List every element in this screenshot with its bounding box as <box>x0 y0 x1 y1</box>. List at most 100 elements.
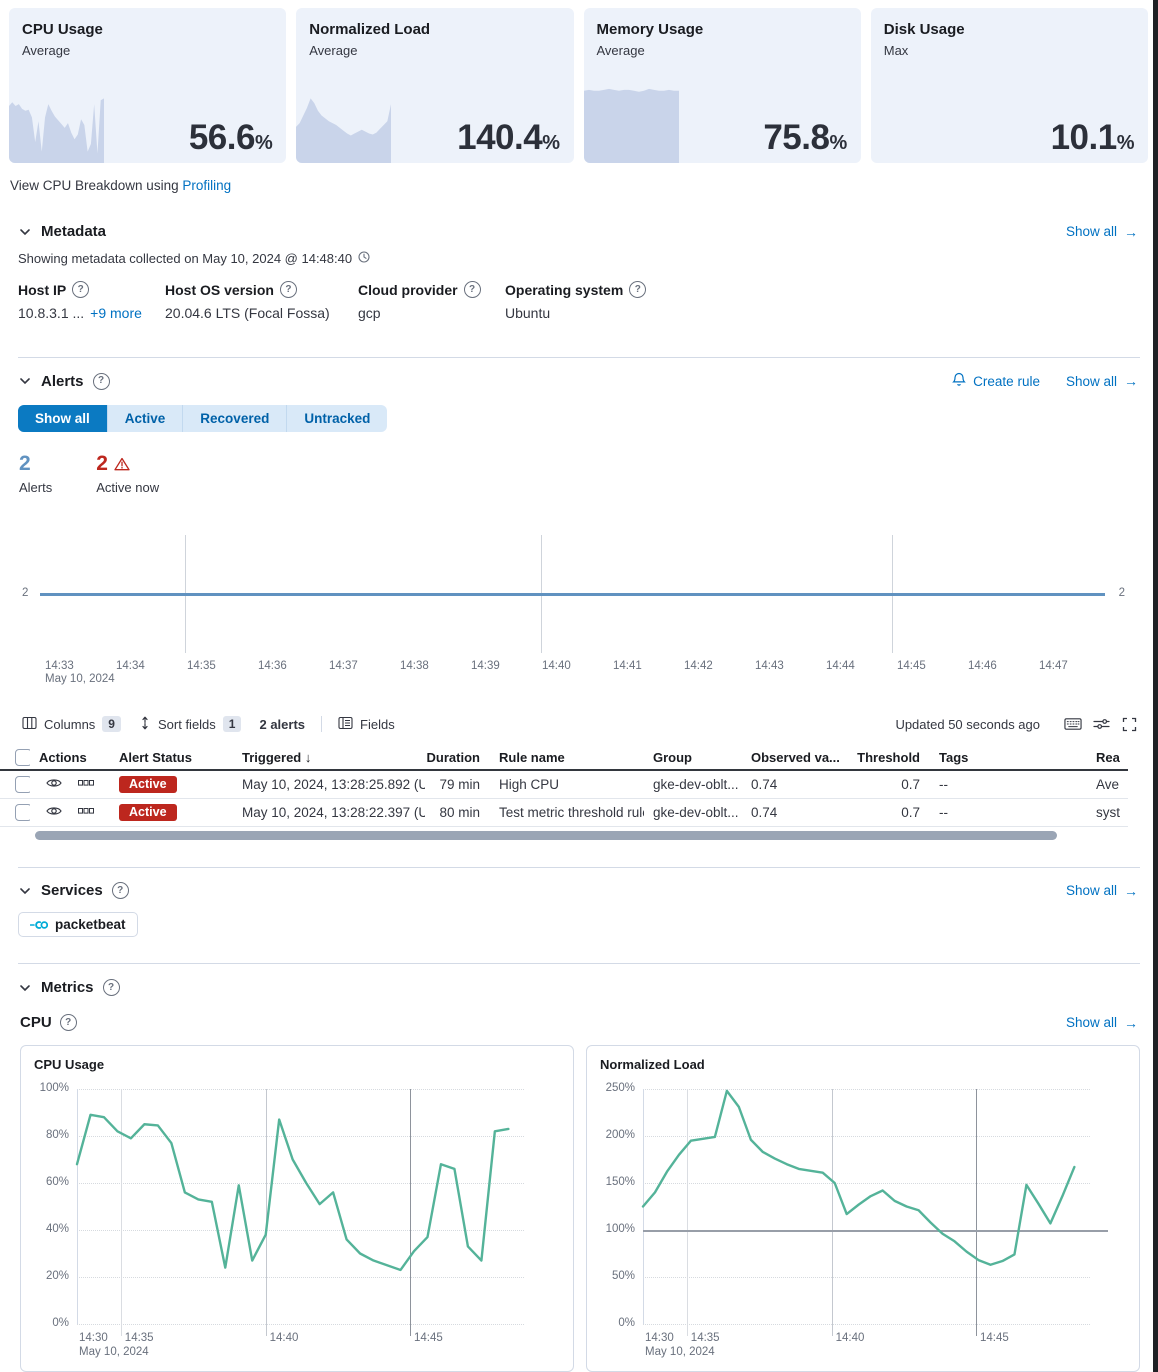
kpi-card-subtitle: Average <box>309 43 358 58</box>
y-axis-label-right: 2 <box>1118 587 1125 599</box>
create-rule-link[interactable]: Create rule <box>952 372 1040 390</box>
x-tick-label: 14:42 <box>684 660 713 672</box>
fullscreen-icon[interactable] <box>1120 715 1138 733</box>
alerts-tab-active[interactable]: Active <box>108 405 184 432</box>
services-section-header: Services ? Show all → <box>18 882 1138 899</box>
cpu-show-all-link[interactable]: Show all → <box>1065 1014 1138 1031</box>
metadata-field-value: Ubuntu <box>505 305 551 321</box>
kpi-card-disk-usage[interactable]: Disk Usage Max 10.1% <box>870 8 1148 163</box>
y-tick-label: 100% <box>605 1223 635 1235</box>
help-icon[interactable]: ? <box>59 1014 77 1031</box>
profiling-link[interactable]: Profiling <box>182 178 232 193</box>
help-icon[interactable]: ? <box>629 281 647 298</box>
metadata-field-label: Host IP? <box>18 281 165 298</box>
stat-label: Alerts <box>19 480 53 495</box>
alert-status-badge: Active <box>119 803 177 822</box>
kpi-card-memory-usage[interactable]: Memory Usage Average 75.8% <box>583 8 861 163</box>
x-tick-label: 14:36 <box>258 660 287 672</box>
cell-triggered: May 10, 2024, 13:28:22.397 (U <box>242 805 425 820</box>
fields-button[interactable]: Fields <box>338 716 395 733</box>
go-agent-icon <box>30 920 48 929</box>
alert-count-line <box>40 593 1105 596</box>
chevron-down-icon[interactable] <box>18 884 32 898</box>
cell-tags: -- <box>939 777 948 792</box>
alerts-title: Alerts <box>41 372 84 390</box>
help-icon[interactable]: ? <box>72 281 90 298</box>
display-options-icon[interactable] <box>1092 715 1110 733</box>
sort-count-badge: 1 <box>222 716 242 732</box>
columns-icon <box>22 716 37 733</box>
h-gridline <box>77 1089 524 1090</box>
arrow-right-icon: → <box>1124 223 1138 240</box>
kpi-value: 56.6% <box>188 118 273 157</box>
alert-status-badge: Active <box>119 775 177 794</box>
alerts-tab-recovered[interactable]: Recovered <box>183 405 288 432</box>
keyboard-shortcuts-icon[interactable] <box>1064 715 1082 733</box>
alerts-show-all-link[interactable]: Show all → <box>1065 373 1138 389</box>
chevron-down-icon[interactable] <box>18 981 32 995</box>
x-tick-label: 14:35 <box>124 1332 154 1344</box>
help-icon[interactable]: ? <box>111 882 129 899</box>
x-tick-label: 14:35 <box>690 1332 720 1344</box>
y-tick-label: 100% <box>39 1082 69 1094</box>
x-tick-label: 14:45 <box>980 1332 1009 1344</box>
bell-icon <box>952 372 967 390</box>
columns-button[interactable]: Columns 9 <box>22 716 121 733</box>
kpi-card-normalized-load[interactable]: Normalized Load Average 140.4% <box>296 8 574 163</box>
more-actions-icon[interactable] <box>78 780 94 786</box>
metadata-field-value: 20.04.6 LTS (Focal Fossa) <box>165 305 330 321</box>
chevron-down-icon[interactable] <box>18 374 32 388</box>
kpi-card-title: CPU Usage <box>22 21 103 38</box>
alerts-tab-untracked[interactable]: Untracked <box>304 411 371 426</box>
kpi-card-title: Disk Usage <box>883 21 965 38</box>
table-horizontal-scrollbar[interactable] <box>0 831 1158 841</box>
page-scrollbar[interactable] <box>1153 0 1158 1372</box>
profiling-note: View CPU Breakdown using Profiling <box>10 178 1158 193</box>
v-gridline <box>686 1089 688 1336</box>
alerts-tab-show-all[interactable]: Show all <box>18 405 108 432</box>
h-gridline <box>643 1183 1090 1184</box>
chevron-down-icon[interactable] <box>18 225 32 239</box>
y-axis-label-left: 2 <box>22 587 29 599</box>
x-tick-label: 14:40 <box>835 1332 865 1344</box>
row-actions <box>46 805 94 817</box>
help-icon[interactable]: ? <box>279 281 297 298</box>
more-actions-icon[interactable] <box>78 808 94 814</box>
x-tick-label: 14:39 <box>471 660 500 672</box>
y-tick-label: 50% <box>611 1270 635 1282</box>
kpi-card-cpu-usage[interactable]: CPU Usage Average 56.6% <box>9 8 287 163</box>
sort-fields-button[interactable]: Sort fields 1 <box>139 716 242 733</box>
kpi-card-title: Normalized Load <box>309 21 431 38</box>
cell-group: gke-dev-oblt... <box>653 777 739 792</box>
h-gridline <box>643 1277 1090 1278</box>
kpi-sparkline-area <box>583 88 679 163</box>
services-title: Services <box>41 882 103 899</box>
fields-icon <box>338 716 353 733</box>
help-icon[interactable]: ? <box>463 281 481 298</box>
metrics-title: Metrics <box>41 979 94 996</box>
metadata-show-all-link[interactable]: Show all → <box>1065 223 1138 240</box>
view-alert-eye-icon[interactable] <box>46 805 62 817</box>
cell-check <box>0 804 30 821</box>
y-tick-label: 60% <box>45 1176 69 1188</box>
help-icon[interactable]: ? <box>92 372 110 390</box>
view-alert-eye-icon[interactable] <box>46 777 62 789</box>
row-checkbox[interactable] <box>15 776 30 793</box>
services-show-all-link[interactable]: Show all → <box>1065 882 1138 899</box>
columns-count-badge: 9 <box>102 716 121 732</box>
metadata-title: Metadata <box>41 223 107 240</box>
cell-threshold: 0.7 <box>901 805 920 820</box>
row-checkbox[interactable] <box>15 804 30 821</box>
service-chip-packetbeat[interactable]: packetbeat <box>18 912 138 937</box>
reference-line-100pct <box>643 1230 1108 1232</box>
kpi-value: 10.1% <box>1050 118 1135 157</box>
cell-tags: -- <box>939 805 948 820</box>
help-icon[interactable]: ? <box>102 979 120 996</box>
more-ips-link[interactable]: +9 more <box>90 305 142 321</box>
scrollbar-thumb[interactable] <box>35 831 1057 840</box>
header-triggered[interactable]: Triggered ↓ <box>242 750 312 765</box>
alerts-filter-button-group: Show all Active Recovered Untracked <box>18 405 388 432</box>
sort-desc-icon: ↓ <box>301 750 312 765</box>
select-all-checkbox[interactable] <box>15 749 30 766</box>
